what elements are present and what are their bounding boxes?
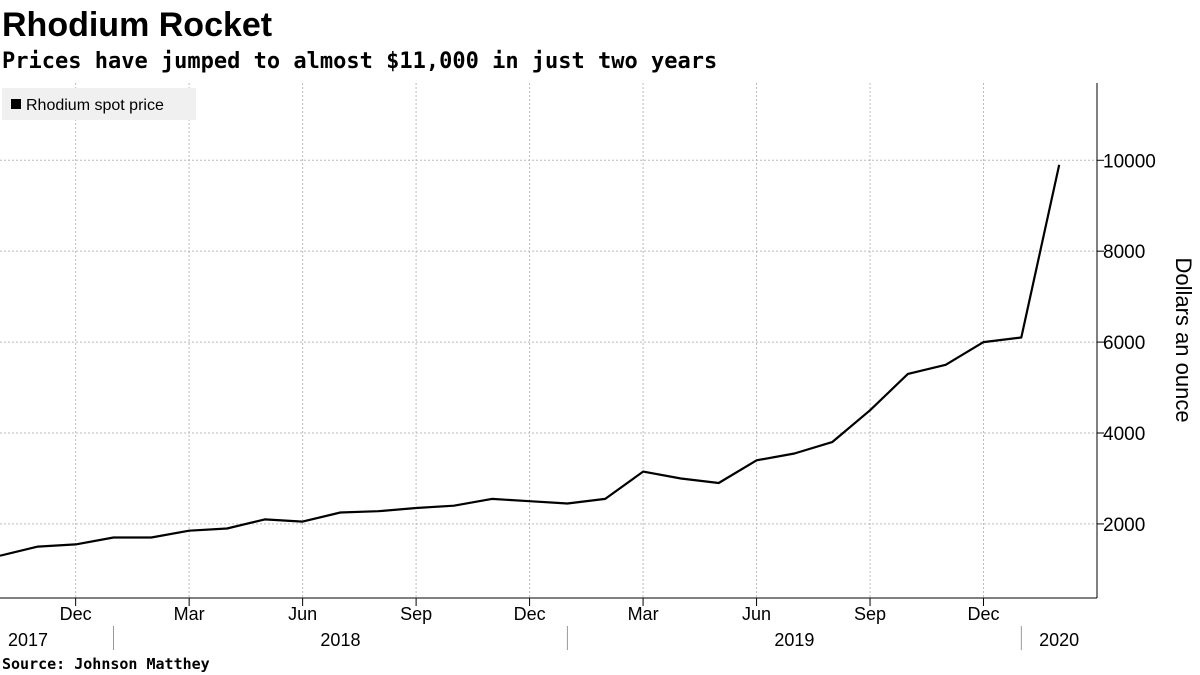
year-label: 2018	[320, 630, 360, 650]
legend-label: Rhodium spot price	[26, 97, 164, 114]
y-tick-label: 4000	[1103, 424, 1145, 445]
y-axis-label: Dollars an ounce	[1171, 257, 1196, 422]
y-tick-label: 10000	[1103, 151, 1156, 172]
price-line	[0, 164, 1061, 557]
year-label: 2017	[8, 630, 48, 650]
y-tick-label: 2000	[1103, 515, 1145, 536]
x-tick-label: Sep	[854, 604, 886, 624]
x-tick-label: Sep	[400, 604, 432, 624]
x-tick-label: Mar	[174, 604, 205, 624]
year-label: 2019	[774, 630, 814, 650]
year-label: 2020	[1039, 630, 1079, 650]
x-tick-label: Dec	[968, 604, 1000, 624]
chart-title: Rhodium Rocket	[2, 6, 272, 44]
y-tick-label: 8000	[1103, 242, 1145, 263]
source: Source: Johnson Matthey	[2, 655, 210, 673]
chart-subtitle: Prices have jumped to almost $11,000 in …	[2, 49, 717, 74]
x-tick-label: Jun	[742, 604, 771, 624]
legend-box	[2, 88, 196, 120]
legend-swatch	[11, 99, 21, 109]
x-tick-label: Dec	[60, 604, 92, 624]
x-tick-label: Dec	[514, 604, 546, 624]
y-tick-label: 6000	[1103, 333, 1145, 354]
x-tick-label: Jun	[288, 604, 317, 624]
x-tick-label: Mar	[628, 604, 659, 624]
